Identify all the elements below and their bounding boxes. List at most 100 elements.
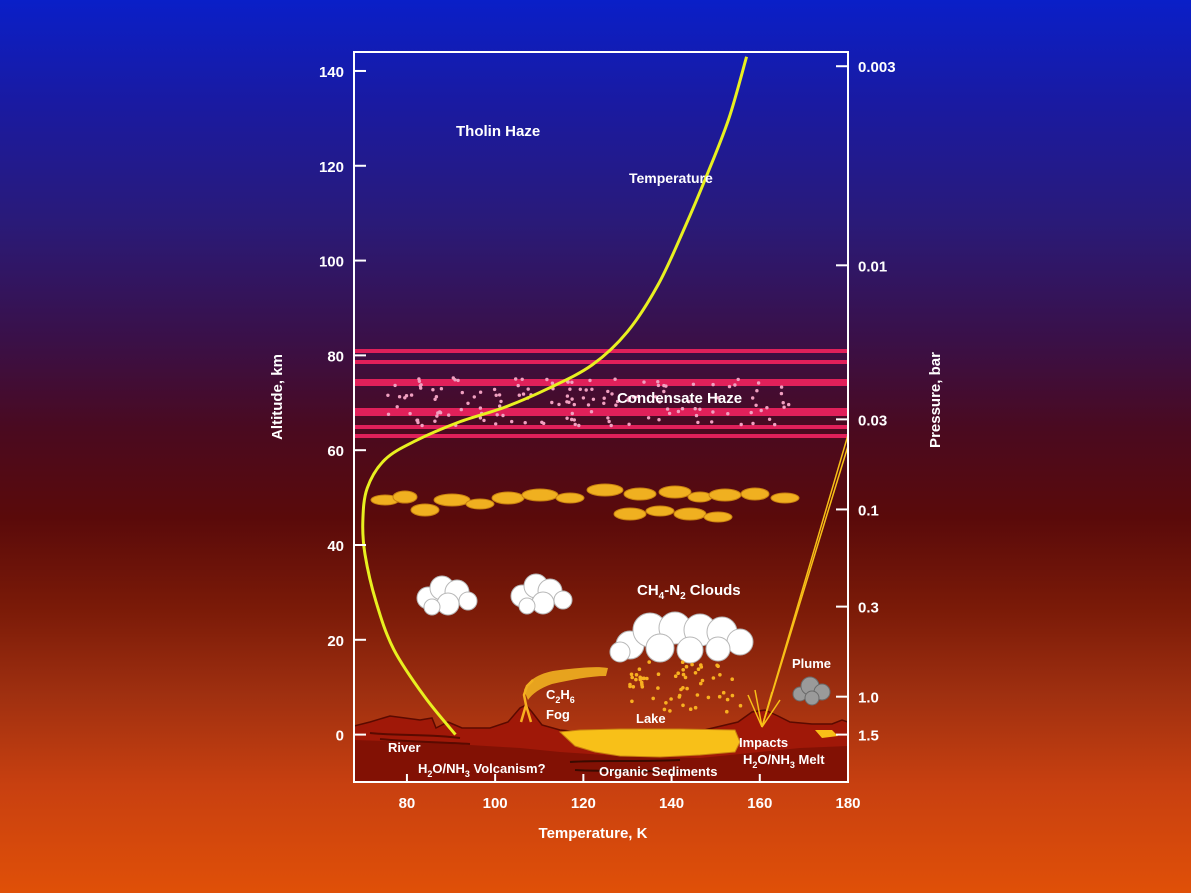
- haze-dot: [516, 383, 520, 388]
- haze-dot: [779, 385, 784, 389]
- haze-dot: [581, 396, 586, 400]
- haze-dot: [590, 387, 594, 391]
- rain-drop: [679, 687, 683, 692]
- haze-dot: [607, 419, 611, 424]
- altitude-tick-label: 0: [336, 728, 344, 745]
- haze-dot: [478, 416, 483, 420]
- pressure-tick-label: 0.003: [858, 59, 896, 76]
- temperature-tick-label: 160: [747, 795, 772, 812]
- altitude-tick-label: 20: [327, 633, 344, 650]
- haze-dot: [466, 401, 470, 405]
- haze-dot: [420, 423, 424, 428]
- rain-drop: [664, 701, 668, 705]
- pressure-tick-label: 0.1: [858, 502, 879, 519]
- haze-dot: [456, 378, 460, 383]
- volcanism-label: H2O/NH3 Volcanism?: [418, 761, 546, 779]
- haze-dot: [550, 400, 554, 405]
- haze-dot: [680, 407, 685, 411]
- haze-dot: [615, 399, 620, 404]
- rain-drop: [699, 681, 703, 686]
- altitude-tick-label: 120: [319, 159, 344, 176]
- temperature-curve-label: Temperature: [629, 170, 713, 186]
- temperature-tick-label: 180: [835, 795, 860, 812]
- haze-dot: [602, 401, 606, 405]
- methane-rain: [628, 660, 743, 714]
- haze-dot: [439, 387, 444, 391]
- haze-dot: [435, 414, 439, 418]
- haze-dot: [627, 398, 631, 403]
- haze-dot: [550, 381, 555, 385]
- methane-lake: [558, 728, 741, 758]
- haze-dot: [447, 413, 451, 417]
- haze-dot: [393, 383, 397, 388]
- haze-dot: [482, 418, 486, 423]
- haze-dot: [417, 379, 422, 383]
- altitude-tick-label: 100: [319, 254, 344, 271]
- rain-drop: [683, 675, 688, 680]
- haze-dot: [573, 422, 577, 427]
- haze-dot: [711, 382, 715, 387]
- rain-drop: [730, 677, 734, 681]
- pressure-tick-label: 1.5: [858, 728, 879, 745]
- rain-drop: [629, 672, 634, 677]
- haze-dot: [667, 411, 672, 416]
- temperature-tick-label: 80: [399, 795, 416, 812]
- haze-dot: [495, 413, 499, 417]
- haze-dot: [586, 403, 591, 407]
- rain-drop: [640, 682, 644, 687]
- haze-dot: [570, 411, 574, 416]
- temperature-tick-label: 120: [571, 795, 596, 812]
- haze-dot: [557, 402, 561, 407]
- haze-dot: [514, 377, 518, 381]
- rain-drop: [676, 671, 680, 675]
- rain-drop: [738, 703, 743, 708]
- haze-dot: [523, 421, 527, 425]
- rain-drop: [634, 673, 639, 677]
- white-cloud-large: [609, 611, 754, 664]
- rain-drop: [628, 682, 632, 687]
- haze-dot: [526, 387, 530, 391]
- haze-dot: [696, 420, 700, 425]
- rain-drop: [631, 685, 636, 689]
- fog-stream: [524, 667, 608, 700]
- haze-dot: [386, 412, 391, 416]
- rain-drop: [696, 667, 701, 671]
- fog-label: Fog: [546, 707, 570, 722]
- haze-dot: [501, 413, 505, 418]
- rain-drop: [725, 709, 729, 714]
- pressure-tick-label: 0.3: [858, 600, 879, 617]
- haze-dot: [779, 391, 784, 396]
- haze-dot: [756, 381, 761, 385]
- haze-dot: [658, 400, 662, 404]
- haze-dot: [478, 406, 483, 410]
- river: [369, 732, 471, 745]
- haze-dot: [739, 422, 743, 427]
- haze-dot: [408, 411, 412, 416]
- haze-dot: [733, 383, 737, 387]
- rain-drop: [656, 672, 661, 676]
- haze-dot: [588, 378, 592, 383]
- haze-dot: [726, 412, 730, 416]
- haze-dot: [498, 404, 502, 408]
- white-cloud-left: [416, 575, 478, 616]
- rain-drop: [706, 695, 711, 700]
- pressure-axis-title: Pressure, bar: [927, 352, 944, 448]
- rain-drop: [677, 695, 682, 699]
- haze-dot: [415, 418, 419, 422]
- rain-drop: [669, 697, 673, 701]
- rain-drop: [700, 678, 705, 683]
- haze-dot: [694, 413, 699, 418]
- haze-dot: [499, 399, 503, 404]
- rain-drop: [645, 676, 649, 681]
- haze-dot: [565, 394, 570, 398]
- haze-dot: [540, 420, 544, 424]
- rain-drop: [630, 699, 634, 704]
- impact-rays: [747, 434, 848, 728]
- impacts-label: Impacts: [739, 735, 788, 750]
- haze-dot: [656, 383, 661, 388]
- rain-drop: [718, 673, 722, 677]
- haze-dot: [492, 387, 497, 392]
- haze-dot: [419, 386, 423, 390]
- haze-dot: [397, 395, 402, 399]
- altitude-tick-label: 40: [327, 538, 344, 555]
